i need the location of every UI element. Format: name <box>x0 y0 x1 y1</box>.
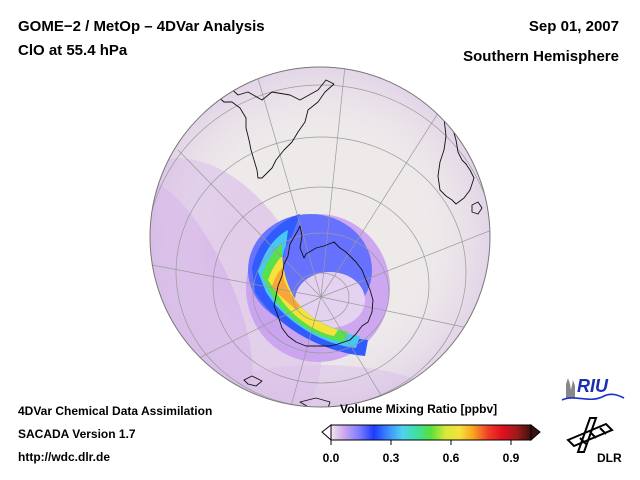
date-label: Sep 01, 2007 <box>528 18 619 35</box>
colorbar-tick-label: 0.0 <box>322 451 340 465</box>
cathedral-icon <box>566 378 575 398</box>
colorbar-tick-label: 0.9 <box>502 451 520 465</box>
dlr-logo-text: DLR <box>597 451 622 465</box>
colorbar-low-extension <box>321 423 332 442</box>
new-zealand-coast <box>243 375 263 387</box>
australia-coast <box>299 397 331 407</box>
dlr-logo <box>566 417 614 453</box>
footer-line-1: 4DVar Chemical Data Assimilation <box>18 404 213 418</box>
coastlines <box>214 79 483 407</box>
antarctica-coast <box>273 225 374 347</box>
region-label: Southern Hemisphere <box>463 48 619 65</box>
colorbar-tick-label: 0.3 <box>382 451 400 465</box>
africa-coast <box>437 117 475 205</box>
colorbar-high-extension <box>530 423 541 442</box>
riu-wave <box>561 393 625 401</box>
clo-field <box>246 214 390 362</box>
plot-title: GOME−2 / MetOp – 4DVar Analysis <box>18 18 265 35</box>
riu-logo-text: RIU <box>577 376 608 396</box>
south-america-coast <box>214 79 335 179</box>
graticule <box>150 67 490 407</box>
vortex-center <box>295 272 365 328</box>
colorbar-scale <box>330 424 532 441</box>
globe-outline <box>149 66 491 408</box>
footer-url[interactable]: http://wdc.dlr.de <box>18 450 110 464</box>
colorbar-title: Volume Mixing Ratio [ppbv] <box>340 402 498 416</box>
plot-subtitle: ClO at 55.4 hPa <box>18 42 128 59</box>
madagascar-coast <box>471 201 483 215</box>
colorbar <box>321 423 541 445</box>
footer-line-2: SACADA Version 1.7 <box>18 427 136 441</box>
riu-logo <box>561 378 625 401</box>
colorbar-tick-label: 0.6 <box>442 451 460 465</box>
